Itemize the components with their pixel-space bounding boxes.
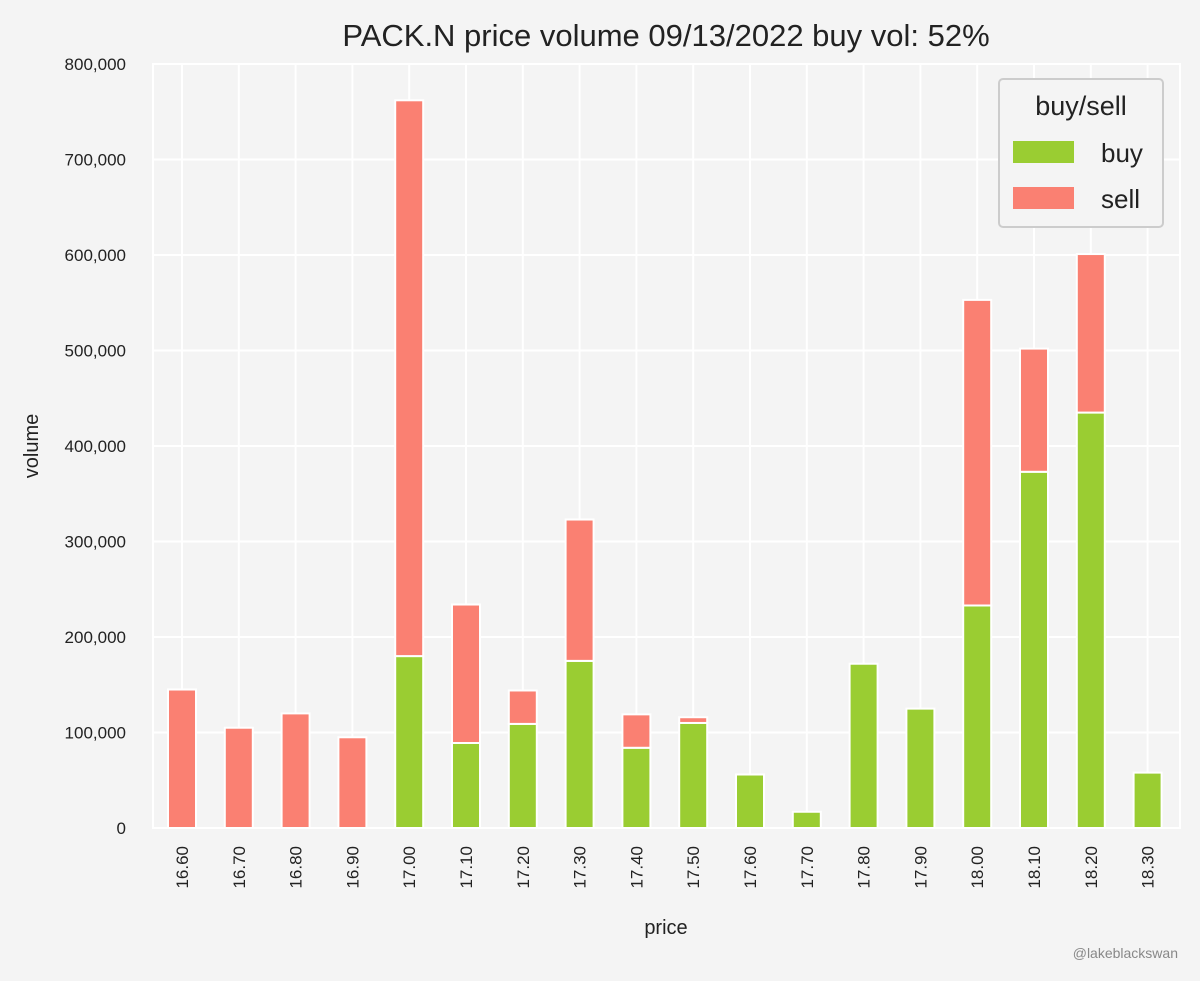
- chart-title: PACK.N price volume 09/13/2022 buy vol: …: [342, 18, 989, 53]
- x-tick-label: 17.20: [514, 846, 533, 889]
- x-tick-label: 17.40: [627, 846, 646, 889]
- bar-sell-17.10: [451, 603, 481, 745]
- x-tick-label: 16.60: [173, 846, 192, 889]
- bar-buy-18.30: [1132, 771, 1163, 829]
- bar-buy-17.60: [735, 773, 765, 830]
- legend: buy/sell buy sell: [998, 78, 1164, 228]
- y-tick-label: 800,000: [65, 55, 126, 74]
- x-tick-label: 17.00: [400, 846, 419, 889]
- plot-frame: [152, 63, 1181, 829]
- x-tick-label: 17.80: [855, 846, 874, 889]
- bar-sell-16.90: [337, 736, 368, 830]
- bar-buy-17.40: [621, 746, 652, 830]
- x-axis-label: price: [644, 917, 687, 939]
- legend-swatch-buy: [1013, 141, 1074, 163]
- legend-label-sell: sell: [1101, 184, 1140, 214]
- bar-sell-17.20: [507, 689, 538, 725]
- credit-text: @lakeblackswan: [1073, 945, 1178, 961]
- bar-buy-17.90: [905, 707, 936, 829]
- y-tick-label: 600,000: [65, 246, 126, 265]
- y-tick-label: 100,000: [65, 724, 126, 743]
- bar-buy-17.70: [791, 810, 822, 830]
- x-tick-label: 16.80: [287, 846, 306, 889]
- y-axis-ticks: 0 100,000 200,000 300,000 400,000 500,000 600,…: [65, 55, 126, 838]
- bar-buy-18.20: [1075, 411, 1106, 829]
- legend-label-buy: buy: [1101, 138, 1143, 168]
- bar-buy-17.30: [564, 659, 595, 829]
- legend-title: buy/sell: [1035, 91, 1127, 121]
- bar-buy-17.10: [451, 742, 481, 830]
- y-axis-label: volume: [21, 414, 43, 478]
- bars: [167, 99, 1163, 830]
- bar-buy-18.10: [1019, 470, 1049, 829]
- y-tick-label: 500,000: [65, 342, 126, 361]
- bar-sell-18.10: [1019, 347, 1049, 473]
- x-tick-label: 17.10: [457, 846, 476, 889]
- bar-buy-17.20: [507, 722, 538, 830]
- y-tick-label: 400,000: [65, 437, 126, 456]
- x-tick-label: 17.50: [684, 846, 703, 889]
- x-tick-label: 16.90: [343, 846, 362, 889]
- x-tick-label: 17.60: [741, 846, 760, 889]
- bar-buy-17.50: [678, 721, 709, 830]
- bar-sell-17.00: [394, 99, 425, 658]
- bar-sell-16.80: [280, 712, 311, 830]
- x-tick-label: 18.20: [1082, 846, 1101, 889]
- x-tick-label: 18.00: [968, 846, 987, 889]
- bar-sell-17.50: [678, 716, 709, 724]
- bar-sell-18.20: [1075, 253, 1106, 414]
- y-tick-label: 300,000: [65, 533, 126, 552]
- y-tick-label: 0: [117, 819, 126, 838]
- bar-sell-16.60: [167, 688, 197, 830]
- bar-sell-17.30: [564, 518, 595, 662]
- x-tick-label: 17.70: [798, 846, 817, 889]
- x-tick-label: 18.10: [1025, 846, 1044, 889]
- x-tick-label: 17.30: [571, 846, 590, 889]
- bar-sell-16.70: [223, 726, 254, 829]
- y-tick-label: 700,000: [65, 151, 126, 170]
- x-tick-label: 16.70: [230, 846, 249, 889]
- bar-buy-18.00: [962, 604, 993, 829]
- bar-buy-17.00: [394, 655, 425, 829]
- bar-sell-18.00: [962, 298, 993, 607]
- y-tick-label: 200,000: [65, 628, 126, 647]
- x-axis-ticks: 16.60 16.70 16.80 16.90 17.00 17.10 17.20 17.30…: [173, 846, 1158, 889]
- bar-buy-17.80: [848, 662, 879, 829]
- bar-sell-17.40: [621, 713, 652, 749]
- x-tick-label: 18.30: [1139, 846, 1158, 889]
- legend-swatch-sell: [1013, 187, 1074, 209]
- x-tick-label: 17.90: [911, 846, 930, 889]
